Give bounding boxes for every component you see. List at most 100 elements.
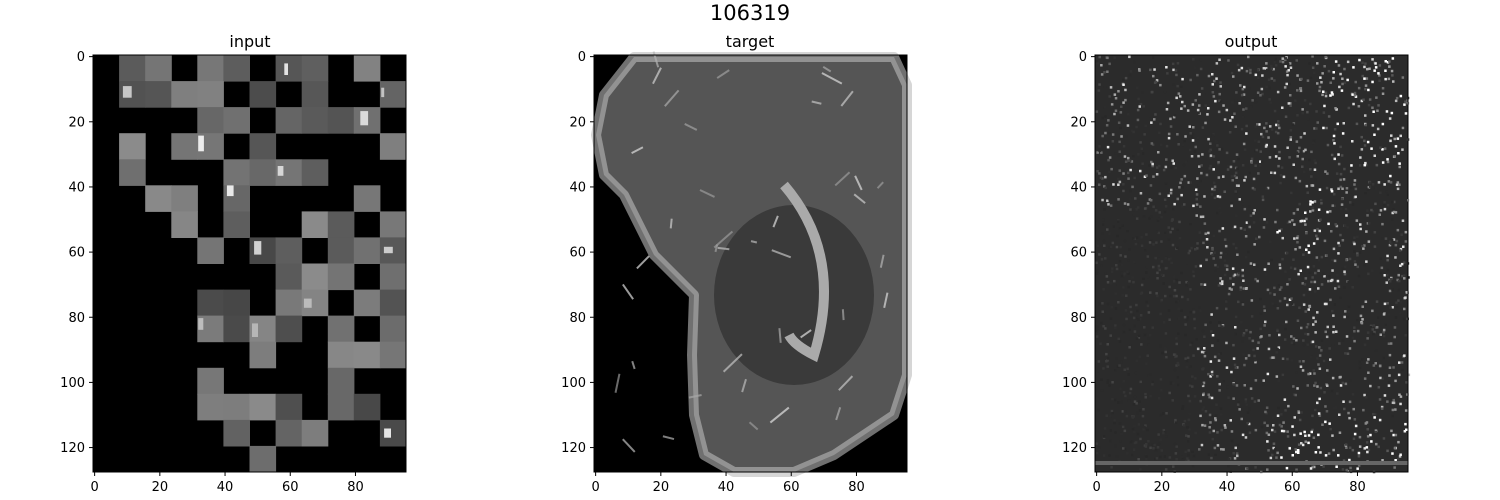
noise-pixel <box>1118 260 1122 263</box>
noise-pixel <box>1368 98 1372 101</box>
noise-pixel <box>1209 154 1213 157</box>
noise-pixel <box>1199 179 1202 183</box>
noise-pixel <box>1134 316 1138 320</box>
noise-pixel <box>1404 240 1408 243</box>
noise-pixel <box>1117 90 1120 93</box>
noise-pixel <box>1171 159 1174 162</box>
noise-pixel <box>1370 147 1373 150</box>
noise-pixel <box>1190 155 1194 158</box>
noise-pixel <box>1353 91 1357 95</box>
noise-pixel <box>1132 313 1135 316</box>
noise-pixel <box>1345 214 1348 217</box>
noise-pixel <box>1139 169 1142 173</box>
x-tick-label: 60 <box>282 480 299 495</box>
noise-pixel <box>1193 327 1197 330</box>
noise-pixel <box>1349 170 1353 173</box>
noise-pixel <box>1171 399 1174 402</box>
noise-pixel <box>1285 70 1289 73</box>
noise-pixel <box>1308 288 1312 291</box>
noise-pixel <box>1167 226 1170 229</box>
noise-pixel <box>1118 422 1122 425</box>
noise-pixel <box>1314 381 1317 385</box>
noise-pixel <box>1256 91 1260 94</box>
noise-pixel <box>1339 384 1343 387</box>
noise-pixel <box>1296 387 1299 390</box>
noise-pixel <box>1157 231 1160 235</box>
noise-pixel <box>1352 102 1355 106</box>
noise-pixel <box>1351 203 1355 206</box>
noise-pixel <box>1302 170 1306 174</box>
noise-pixel <box>1198 306 1201 309</box>
noise-pixel <box>1126 203 1130 206</box>
noise-pixel <box>1387 180 1391 183</box>
noise-pixel <box>1122 330 1126 334</box>
noise-pixel <box>1353 326 1356 329</box>
noise-pixel <box>1331 309 1334 313</box>
noise-pixel <box>1388 366 1392 369</box>
noise-pixel <box>1162 168 1166 172</box>
noise-pixel <box>1375 96 1378 99</box>
noise-pixel <box>1241 433 1245 437</box>
noise-pixel <box>1189 382 1192 385</box>
noise-pixel <box>1310 280 1313 284</box>
noise-pixel <box>1249 71 1252 75</box>
noise-pixel <box>1379 257 1382 260</box>
noise-pixel <box>1263 126 1266 130</box>
noise-pixel <box>1357 455 1361 458</box>
noise-pixel <box>1209 375 1212 378</box>
noise-pixel <box>1266 468 1269 471</box>
noise-pixel <box>1306 343 1309 346</box>
noise-pixel <box>1096 151 1099 154</box>
noise-pixel <box>1149 291 1152 294</box>
noise-pixel <box>1344 443 1348 446</box>
noise-pixel <box>1222 448 1225 451</box>
noise-pixel <box>1211 344 1214 347</box>
noise-pixel <box>1103 427 1107 430</box>
visible-patch <box>197 81 224 108</box>
noise-pixel <box>1242 287 1246 290</box>
sulcus-line <box>688 394 702 399</box>
noise-pixel <box>1272 67 1275 71</box>
sulcus-line <box>800 329 812 339</box>
bright-streak <box>384 428 391 438</box>
noise-pixel <box>1127 177 1130 180</box>
noise-pixel <box>1401 274 1404 278</box>
noise-pixel <box>1295 339 1298 342</box>
noise-pixel <box>1353 250 1356 253</box>
noise-pixel <box>1394 243 1398 247</box>
noise-pixel <box>1210 310 1214 314</box>
noise-pixel <box>1101 232 1104 235</box>
noise-pixel <box>1334 287 1337 290</box>
visible-patch <box>223 289 250 317</box>
noise-pixel <box>1227 59 1230 62</box>
noise-pixel <box>1321 72 1324 75</box>
noise-pixel <box>1393 466 1396 469</box>
noise-pixel <box>1384 237 1388 240</box>
noise-pixel <box>1344 207 1348 211</box>
noise-pixel <box>1310 355 1313 359</box>
noise-pixel <box>1188 148 1192 152</box>
noise-pixel <box>1371 183 1375 186</box>
noise-pixel <box>1213 251 1216 254</box>
noise-pixel <box>1304 310 1307 313</box>
noise-pixel <box>1358 164 1362 167</box>
noise-pixel <box>1299 220 1302 223</box>
noise-pixel <box>1172 280 1176 283</box>
noise-pixel <box>1242 142 1246 146</box>
noise-pixel <box>1326 143 1330 147</box>
noise-pixel <box>1296 319 1300 322</box>
noise-pixel <box>1345 191 1348 194</box>
noise-pixel <box>1391 408 1395 412</box>
noise-pixel <box>1257 341 1260 344</box>
noise-pixel <box>1181 186 1184 189</box>
noise-pixel <box>1170 219 1174 222</box>
noise-pixel <box>1246 421 1249 425</box>
noise-pixel <box>1189 181 1192 184</box>
noise-pixel <box>1384 60 1387 63</box>
noise-pixel <box>1269 356 1273 360</box>
noise-pixel <box>1117 183 1120 186</box>
noise-pixel <box>1137 97 1140 101</box>
noise-pixel <box>1157 433 1160 436</box>
noise-pixel <box>1354 424 1358 428</box>
noise-pixel <box>1342 122 1345 125</box>
